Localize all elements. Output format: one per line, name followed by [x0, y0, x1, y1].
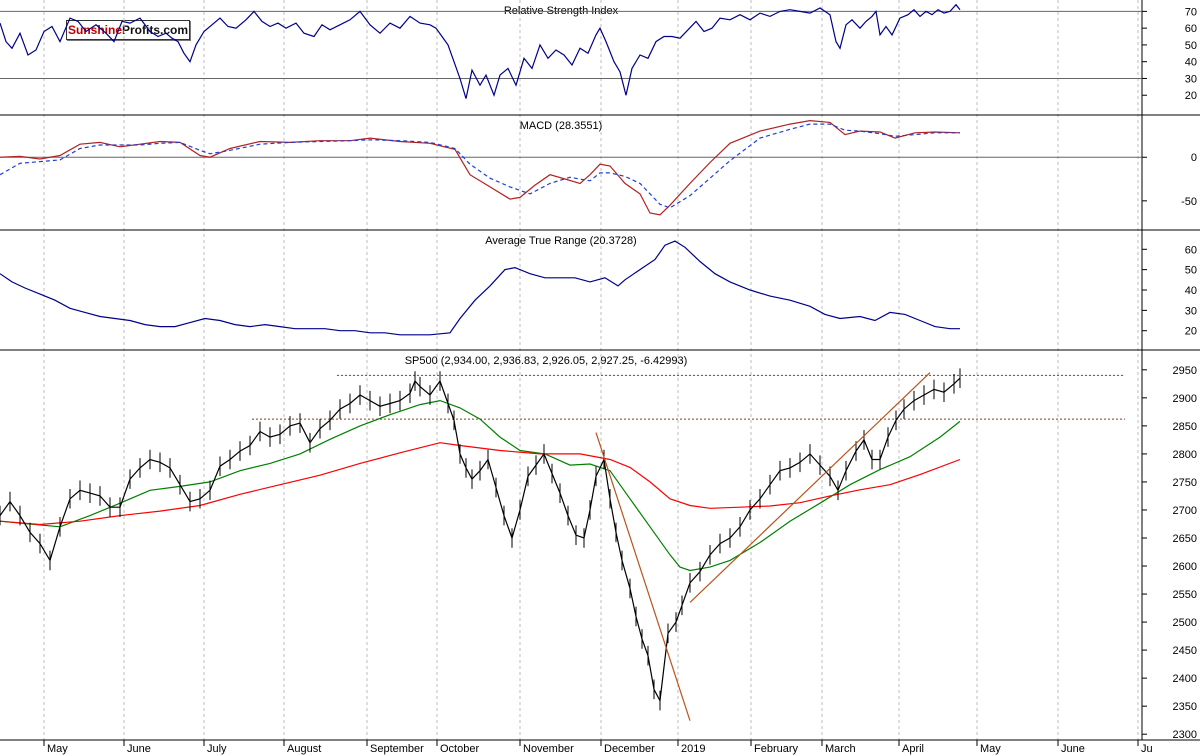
panel-title-macd: MACD (28.3551) [520, 120, 603, 132]
y-tick-label-atr-3: 30 [1185, 305, 1197, 317]
panel-title-price: SP500 (2,934.00, 2,936.83, 2,926.05, 2,9… [405, 355, 688, 367]
y-tick-label-price-13: 2300 [1173, 729, 1197, 741]
x-tick-label-5: October [440, 743, 479, 755]
logo-part2: Profits.com [122, 23, 189, 37]
y-tick-label-atr-4: 20 [1185, 326, 1197, 338]
series-rsi-0 [0, 3, 961, 99]
x-tick-label-13: June [1061, 743, 1085, 755]
panel-title-atr: Average True Range (20.3728) [485, 235, 636, 247]
y-tick-label-rsi-5: 20 [1185, 90, 1197, 102]
x-tick-label-14: Ju [1141, 743, 1153, 755]
series-atr-0 [0, 240, 960, 336]
y-tick-label-rsi-2: 50 [1185, 40, 1197, 52]
y-tick-label-price-3: 2800 [1173, 449, 1197, 461]
y-tick-label-price-7: 2600 [1173, 561, 1197, 573]
series-price-ma200 [0, 442, 961, 526]
x-tick-label-0: May [47, 743, 68, 755]
x-tick-label-6: November [523, 743, 574, 755]
y-tick-label-price-5: 2700 [1173, 505, 1197, 517]
x-tick-label-7: December [604, 743, 655, 755]
series-macd-0 [0, 119, 961, 216]
x-tick-label-11: April [902, 743, 924, 755]
y-tick-label-atr-0: 60 [1185, 244, 1197, 256]
y-tick-label-price-2: 2850 [1173, 421, 1197, 433]
x-tick-label-1: June [127, 743, 151, 755]
y-tick-label-macd-0: 0 [1191, 152, 1197, 164]
x-tick-label-12: May [980, 743, 1001, 755]
y-tick-label-price-0: 2950 [1173, 365, 1197, 377]
y-tick-label-atr-1: 50 [1185, 265, 1197, 277]
y-tick-label-price-9: 2500 [1173, 617, 1197, 629]
y-tick-label-price-8: 2550 [1173, 589, 1197, 601]
trendline-0 [595, 432, 691, 721]
y-tick-label-price-11: 2400 [1173, 673, 1197, 685]
y-tick-label-price-6: 2650 [1173, 533, 1197, 545]
series-price-price [0, 377, 961, 703]
x-tick-label-2: July [207, 743, 227, 755]
y-tick-label-price-4: 2750 [1173, 477, 1197, 489]
y-tick-label-price-1: 2900 [1173, 393, 1197, 405]
x-tick-label-3: August [287, 743, 321, 755]
series-macd-1 [0, 123, 960, 209]
x-tick-label-4: September [370, 743, 424, 755]
y-tick-label-price-12: 2350 [1173, 701, 1197, 713]
y-tick-label-macd-1: -50 [1181, 196, 1197, 208]
y-tick-label-rsi-4: 30 [1185, 73, 1197, 85]
x-tick-label-10: March [825, 743, 856, 755]
series-price-ma50 [0, 399, 961, 572]
trendline-1 [689, 372, 931, 603]
y-tick-label-rsi-3: 40 [1185, 57, 1197, 69]
x-tick-label-9: February [754, 743, 799, 755]
x-tick-label-8: 2019 [681, 743, 705, 755]
y-tick-label-atr-2: 40 [1185, 285, 1197, 297]
y-tick-label-rsi-0: 70 [1185, 6, 1197, 18]
y-tick-label-price-10: 2450 [1173, 645, 1197, 657]
y-tick-label-rsi-1: 60 [1185, 23, 1197, 35]
